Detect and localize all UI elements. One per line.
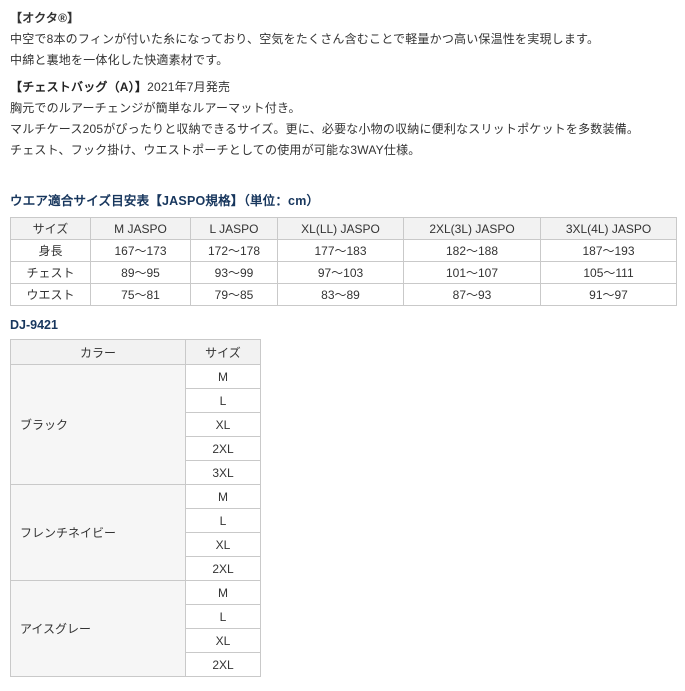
color-name-cell: ブラック	[10, 364, 186, 485]
size-value-cell: M	[185, 364, 261, 389]
size-chart-header-cell: サイズ	[10, 217, 91, 240]
size-chart-header-cell: L JASPO	[190, 217, 278, 240]
table-row: ブラック M	[10, 364, 261, 485]
size-chart-title: ウエア適合サイズ目安表【JASPO規格】（単位：cm）	[10, 194, 320, 208]
chestbag-heading: 【チェストバッグ（A）】	[10, 80, 148, 94]
size-chart-header-cell: 2XL(3L) JASPO	[403, 217, 541, 240]
size-value-cell: XL	[185, 412, 261, 437]
row-label-cell: チェスト	[10, 261, 91, 284]
chestbag-description-line-1: 胸元でのルアーチェンジが簡単なルアーマット付き。	[10, 101, 301, 115]
model-number-title: DJ-9421	[10, 318, 58, 332]
octa-section: 【オクタ®】 中空で8本のフィンが付いた糸になっており、空気をたくさん含むことで…	[10, 8, 676, 71]
color-size-table: カラー サイズ ブラック M L XL 2XL 3XL フレンチネイビー M L…	[10, 339, 261, 677]
chestbag-description-line-2: マルチケース205がぴったりと収納できるサイズ。更に、必要な小物の収納に便利なス…	[10, 122, 640, 136]
value-cell: 182～188	[403, 239, 541, 262]
octa-heading: 【オクタ®】	[10, 11, 80, 25]
chestbag-description-line-3: チェスト、フック掛け、ウエストポーチとしての使用が可能な3WAY仕様。	[10, 143, 421, 157]
table-row: アイスグレー M	[10, 580, 261, 677]
size-value-cell: M	[185, 484, 261, 509]
row-label-cell: 身長	[10, 239, 91, 262]
size-chart-header-cell: XL(LL) JASPO	[277, 217, 404, 240]
value-cell: 167～173	[90, 239, 191, 262]
value-cell: 79～85	[190, 283, 278, 306]
row-label-cell: ウエスト	[10, 283, 91, 306]
octa-description-line-1: 中空で8本のフィンが付いた糸になっており、空気をたくさん含むことで軽量かつ高い保…	[10, 32, 600, 46]
color-header-cell: カラー	[10, 339, 186, 365]
size-chart-header-cell: M JASPO	[90, 217, 191, 240]
value-cell: 75～81	[90, 283, 191, 306]
table-row: L	[11, 388, 261, 413]
value-cell: 91～97	[540, 283, 677, 306]
table-row: 2XL	[11, 436, 261, 461]
value-cell: 177～183	[277, 239, 404, 262]
size-value-cell: XL	[185, 628, 261, 653]
size-value-cell: L	[185, 604, 261, 629]
octa-description-line-2: 中綿と裏地を一体化した快適素材です。	[10, 53, 229, 67]
size-value-cell: 3XL	[185, 460, 261, 485]
color-name-cell: アイスグレー	[10, 580, 186, 677]
size-value-cell: M	[185, 580, 261, 605]
chestbag-heading-line: 【チェストバッグ（A）】2021年7月発売	[10, 77, 676, 98]
size-chart-row-height: 身長 167～173 172～178 177～183 182～188 187～1…	[10, 239, 677, 262]
value-cell: 187～193	[540, 239, 677, 262]
value-cell: 93～99	[190, 261, 278, 284]
table-row: XL	[11, 412, 261, 437]
table-row: 2XL	[11, 556, 261, 581]
color-name-cell: フレンチネイビー	[10, 484, 186, 581]
size-value-cell: L	[185, 508, 261, 533]
size-value-cell: 2XL	[185, 652, 261, 677]
color-size-header-row: カラー サイズ	[10, 339, 261, 365]
table-row: XL	[11, 628, 261, 653]
size-chart-header-cell: 3XL(4L) JASPO	[540, 217, 677, 240]
size-value-cell: 2XL	[185, 556, 261, 581]
size-header-cell: サイズ	[185, 339, 261, 365]
size-value-cell: 2XL	[185, 436, 261, 461]
value-cell: 172～178	[190, 239, 278, 262]
value-cell: 97～103	[277, 261, 404, 284]
size-chart-row-waist: ウエスト 75～81 79～85 83～89 87～93 91～97	[10, 283, 677, 306]
table-row: フレンチネイビー M	[10, 484, 261, 581]
size-value-cell: XL	[185, 532, 261, 557]
value-cell: 105～111	[540, 261, 677, 284]
value-cell: 83～89	[277, 283, 404, 306]
size-chart-header-row: サイズ M JASPO L JASPO XL(LL) JASPO 2XL(3L)…	[10, 217, 677, 240]
size-value-cell: L	[185, 388, 261, 413]
table-row: L	[11, 508, 261, 533]
value-cell: 87～93	[403, 283, 541, 306]
chestbag-section: 【チェストバッグ（A）】2021年7月発売 胸元でのルアーチェンジが簡単なルアー…	[10, 77, 676, 161]
size-chart-row-chest: チェスト 89～95 93～99 97～103 101～107 105～111	[10, 261, 677, 284]
chestbag-release-date: 2021年7月発売	[147, 80, 231, 94]
table-row: XL	[11, 532, 261, 557]
size-chart-table: サイズ M JASPO L JASPO XL(LL) JASPO 2XL(3L)…	[10, 217, 677, 306]
table-row: 3XL	[11, 460, 261, 485]
value-cell: 89～95	[90, 261, 191, 284]
value-cell: 101～107	[403, 261, 541, 284]
